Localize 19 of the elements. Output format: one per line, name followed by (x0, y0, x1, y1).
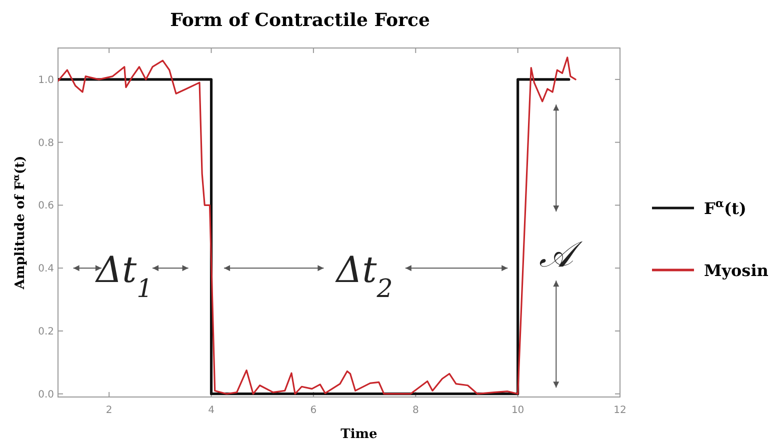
x-tick-label: 6 (310, 405, 317, 416)
y-tick-label: 0.2 (38, 326, 54, 338)
y-tick-label: 0.8 (38, 138, 54, 149)
x-tick-label: 12 (614, 405, 626, 416)
legend-label: F$^{α}$(t) (704, 196, 746, 218)
legend-label: Myosin (704, 261, 769, 280)
x-tick-label: 2 (106, 405, 112, 416)
annotation: 𝒜 (539, 234, 584, 276)
annotation: Δt$_{1}$ (94, 250, 153, 303)
y-tick-label: 1.0 (38, 74, 54, 86)
x-tick-label: 4 (208, 405, 214, 416)
x-axis-title: Time (340, 427, 378, 442)
y-tick-label: 0.6 (38, 200, 54, 212)
annotation: Δt$_{2}$ (334, 250, 393, 303)
chart-title: Form of Contractile Force (170, 10, 430, 31)
y-tick-label: 0.0 (38, 389, 54, 400)
x-tick-label: 10 (511, 405, 524, 416)
x-tick-label: 8 (412, 405, 419, 416)
y-tick-label: 0.4 (38, 264, 54, 275)
